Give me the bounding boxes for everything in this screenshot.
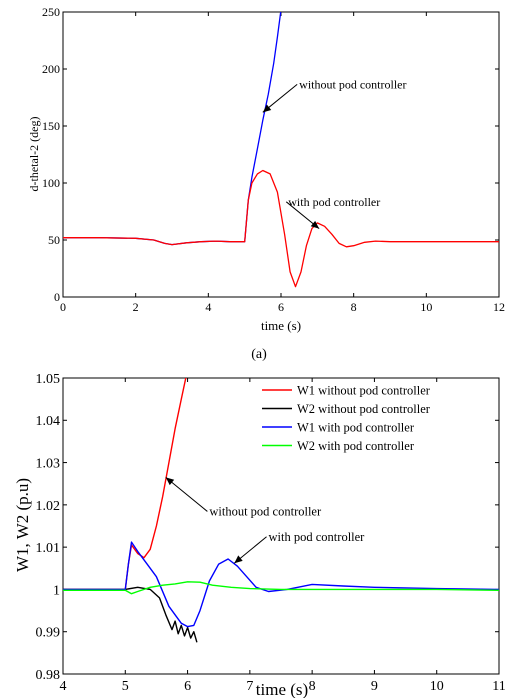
chart-a-y-tick-label: 0: [54, 290, 60, 304]
chart-a-annotation-arrowhead: [310, 220, 320, 229]
chart-a-x-tick-label: 8: [351, 300, 357, 314]
chart-b-x-tick-label: 5: [122, 679, 129, 694]
chart-b-x-axis-label: time (s): [256, 680, 308, 698]
chart-b-plot-area: [62, 377, 500, 675]
chart-a-y-tick-label: 250: [42, 5, 60, 19]
chart-a-x-tick-label: 12: [493, 300, 505, 314]
chart-a-annotation: without pod controller: [299, 77, 406, 91]
chart-b-series-line-4: [63, 581, 499, 595]
chart-b-y-tick-label: 1.05: [36, 372, 61, 387]
chart-b-x-tick-label: 6: [184, 679, 191, 694]
chart-b-annotation: without pod controller: [209, 504, 322, 518]
chart-b-y-tick-label: 1.02: [36, 499, 61, 514]
chart-b-x-tick-label: 8: [309, 679, 316, 694]
legend-label-4: W2 with pod controller: [297, 439, 415, 453]
chart-b-y-tick-label: 1.04: [36, 414, 61, 429]
chart-a-y-tick-label: 200: [42, 62, 60, 76]
chart-a-x-tick-label: 0: [60, 300, 66, 314]
chart-a-x-tick-label: 2: [133, 300, 139, 314]
chart-b-x-tick-label: 7: [246, 679, 253, 694]
chart-a-series-line-2: [63, 169, 499, 288]
chart-a-y-tick-label: 100: [42, 176, 60, 190]
chart-b-annotation-arrow: [165, 476, 208, 512]
chart-a: 0 2 4 6 8 10 12 0 50 100 150 200 250 without pod co…: [27, 5, 505, 362]
chart-b-x-tick-label: 4: [60, 679, 67, 694]
chart-a-x-tick-label: 6: [278, 300, 284, 314]
chart-b-y-tick-label: 1.03: [36, 456, 61, 471]
chart-a-x-axis-label: time (s): [261, 318, 301, 333]
chart-b-legend: W1 without pod controller W2 without pod …: [262, 384, 431, 453]
chart-a-plot-area: [62, 11, 500, 298]
chart-b-y-tick-label: 1.01: [36, 541, 61, 556]
chart-b-series-line-2: [63, 586, 198, 643]
chart-b-series-line-3: [63, 541, 499, 628]
chart-b-x-tick-label: 9: [371, 679, 378, 694]
chart-b-y-tick-label: 0.99: [36, 626, 61, 641]
chart-a-annotation: with pod controller: [288, 195, 380, 209]
chart-b-annotation-arrowhead: [165, 477, 175, 486]
chart-a-x-tick-label: 10: [420, 300, 432, 314]
chart-a-y-axis-label: d-thetal-2 (deg): [27, 117, 41, 192]
legend-label-1: W1 without pod controller: [297, 384, 431, 398]
chart-b-y-axis-label: W1, W2 (p.u): [13, 478, 32, 572]
chart-a-y-tick-label: 50: [48, 233, 60, 247]
legend-label-3: W1 with pod controller: [297, 421, 415, 435]
chart-b-x-tick-label: 11: [492, 679, 505, 694]
chart-a-caption: (a): [251, 347, 267, 362]
chart-a-x-tick-label: 4: [205, 300, 211, 314]
chart-b-y-tick-label: 0.98: [36, 668, 61, 683]
chart-b-annotation-arrowhead: [234, 555, 243, 564]
chart-b-annotation: with pod controller: [269, 530, 366, 544]
chart-b: 4 5 6 7 8 9 10 11 0.98 0.99 1 1.01 1.02 1.03 1.04 1.05…: [13, 372, 506, 698]
chart-a-y-tick-label: 150: [42, 119, 60, 133]
chart-b-x-tick-label: 10: [430, 679, 444, 694]
legend-label-2: W2 without pod controller: [297, 402, 431, 416]
chart-b-y-tick-label: 1: [53, 583, 60, 598]
chart-a-annotation-arrowhead: [262, 104, 272, 113]
